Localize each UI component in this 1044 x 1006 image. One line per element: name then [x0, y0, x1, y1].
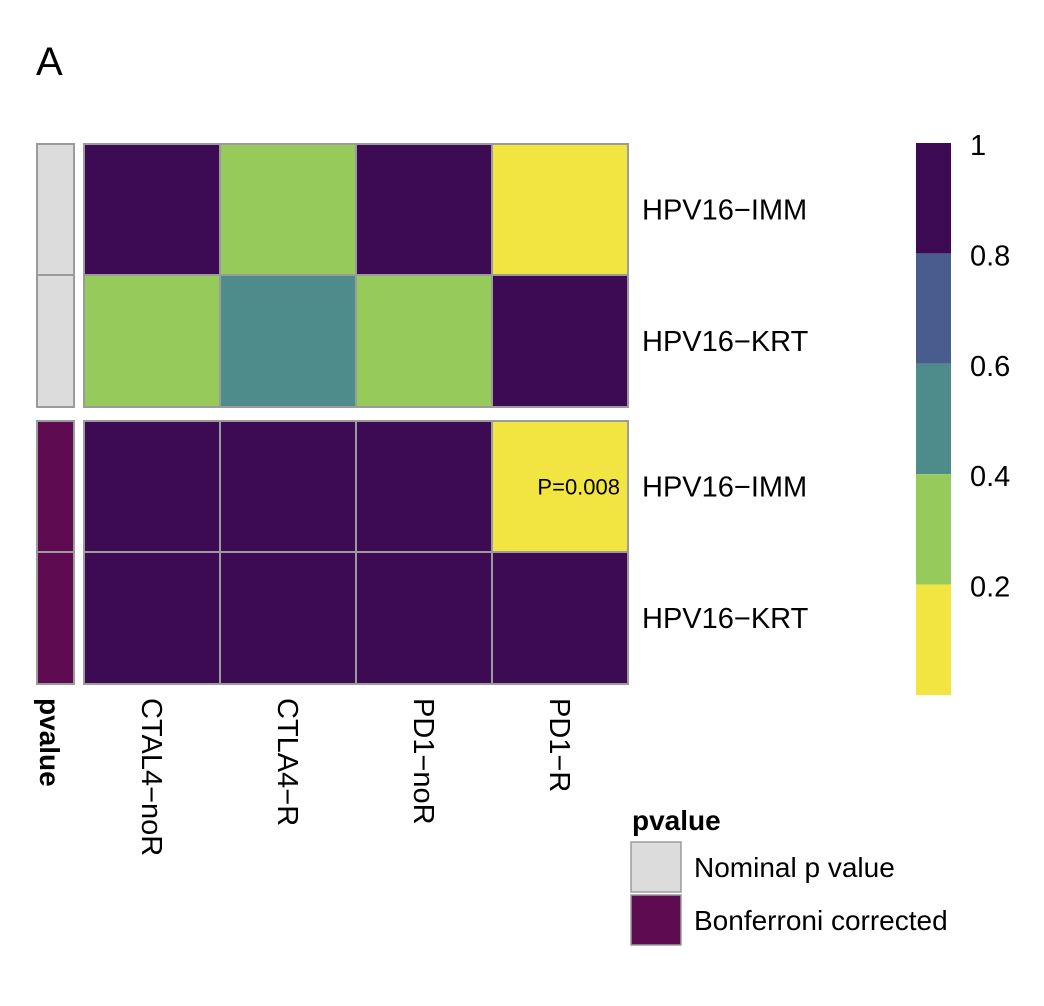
annotation-legend: pvalue Nominal p value Bonferroni correc… [630, 805, 948, 946]
legend-title: pvalue [632, 805, 721, 836]
annotation-cell [36, 274, 75, 408]
heatmap-cell [219, 551, 357, 685]
color-scale-tick-label: 0.2 [970, 572, 1010, 604]
legend-swatch-nominal [630, 841, 682, 893]
heatmap-cell [355, 143, 493, 276]
heatmap-cell [219, 274, 357, 408]
color-scale-bin [916, 584, 951, 695]
heatmap-cell [355, 274, 493, 408]
color-scale-bin [916, 363, 951, 475]
cell-annotation: P=0.008 [537, 475, 620, 500]
heatmap-cell [491, 274, 629, 408]
column-label: PD1−R [543, 698, 575, 792]
row-label: HPV16−KRT [642, 603, 809, 635]
heatmap-cell [355, 551, 493, 685]
heatmap-grid: P=0.008 [83, 143, 629, 685]
heatmap-cell [219, 143, 357, 276]
annotation-cell [36, 143, 75, 276]
heatmap-cell [219, 420, 357, 553]
column-label: CTLA4−R [271, 698, 303, 826]
row-labels: HPV16−IMM HPV16−KRT HPV16−IMM HPV16−KRT [642, 195, 809, 636]
heatmap-cell [491, 420, 629, 553]
color-scale-bin [916, 143, 951, 254]
color-scale: 1 0.8 0.6 0.4 0.2 [916, 130, 1010, 695]
heatmap-cell [83, 143, 221, 276]
column-labels: CTAL4−noR CTLA4−R PD1−noR PD1−R [135, 698, 575, 856]
color-scale-tick-label: 0.4 [970, 461, 1010, 493]
row-label: HPV16−IMM [642, 195, 807, 227]
row-label: HPV16−KRT [642, 326, 809, 358]
legend-label-nominal: Nominal p value [694, 852, 895, 883]
row-label: HPV16−IMM [642, 472, 807, 504]
column-label: PD1−noR [407, 698, 439, 825]
heatmap-cell [83, 551, 221, 685]
color-scale-tick-label: 0.8 [970, 240, 1010, 272]
color-scale-tick-label: 1 [970, 130, 986, 162]
annotation-cell [36, 420, 75, 553]
color-scale-bin [916, 253, 951, 364]
heatmap-cell [491, 143, 629, 276]
annotation-bar [36, 143, 75, 685]
heatmap-cell [83, 420, 221, 553]
legend-swatch-bonferroni [630, 894, 682, 946]
panel-letter: A [36, 40, 63, 84]
legend-label-bonferroni: Bonferroni corrected [694, 905, 948, 936]
annotation-cell [36, 551, 75, 685]
heatmap-cell [83, 274, 221, 408]
annotation-axis-title: pvalue [34, 698, 65, 787]
heatmap-cell [491, 551, 629, 685]
color-scale-tick-label: 0.6 [970, 351, 1010, 383]
color-scale-bin [916, 474, 951, 585]
heatmap-cell [355, 420, 493, 553]
column-label: CTAL4−noR [135, 698, 167, 856]
